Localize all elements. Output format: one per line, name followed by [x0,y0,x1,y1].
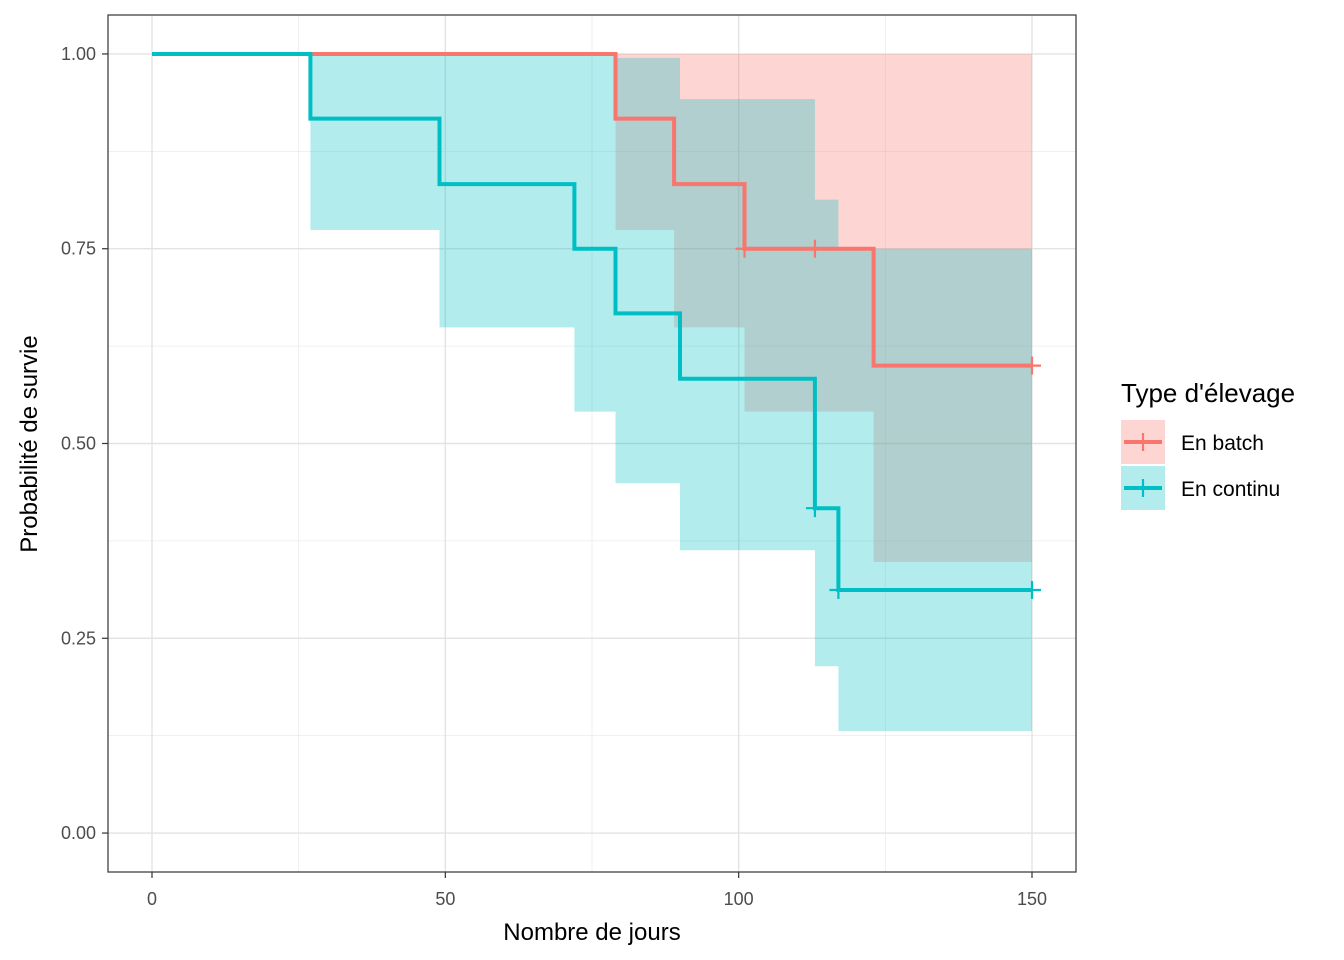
survival-curves [152,52,1032,592]
x-tick-label-1: 50 [435,889,455,909]
axes: 0 50 100 150 0.00 0.25 0.50 0.75 1.00 [61,44,1047,909]
y-tick-label-3: 0.75 [61,239,96,259]
x-tick-label-0: 0 [147,889,157,909]
y-tick-label-0: 0.00 [61,823,96,843]
y-tick-label-2: 0.50 [61,434,96,454]
censor-marks [735,239,1041,599]
legend: Type d'élevage En batch En continu [1121,378,1295,510]
censor-mark-0-2 [1023,356,1041,375]
legend-title: Type d'élevage [1121,378,1295,408]
y-axis-title: Probabilité de survie [16,335,43,552]
confidence-band-0 [152,54,1032,562]
legend-item-1: En continu [1121,466,1280,510]
y-tick-label-4: 1.00 [61,44,96,64]
censor-mark-0-0 [735,239,754,258]
x-axis-title: Nombre de jours [503,919,680,946]
x-tick-label-2: 100 [724,889,754,909]
confidence-bands [152,54,1032,731]
legend-label-1: En continu [1181,478,1280,501]
x-tick-label-3: 150 [1017,889,1047,909]
survival-line-0 [152,52,1032,368]
censor-mark-1-1 [829,580,848,599]
y-tick-label-1: 0.25 [61,628,96,648]
confidence-band-1 [152,54,1032,731]
censor-mark-0-1 [805,239,824,258]
legend-label-0: En batch [1181,432,1264,455]
legend-item-0: En batch [1121,420,1264,464]
censor-mark-1-2 [1023,580,1041,599]
censor-mark-1-0 [805,499,824,518]
survival-line-1 [152,52,1032,592]
